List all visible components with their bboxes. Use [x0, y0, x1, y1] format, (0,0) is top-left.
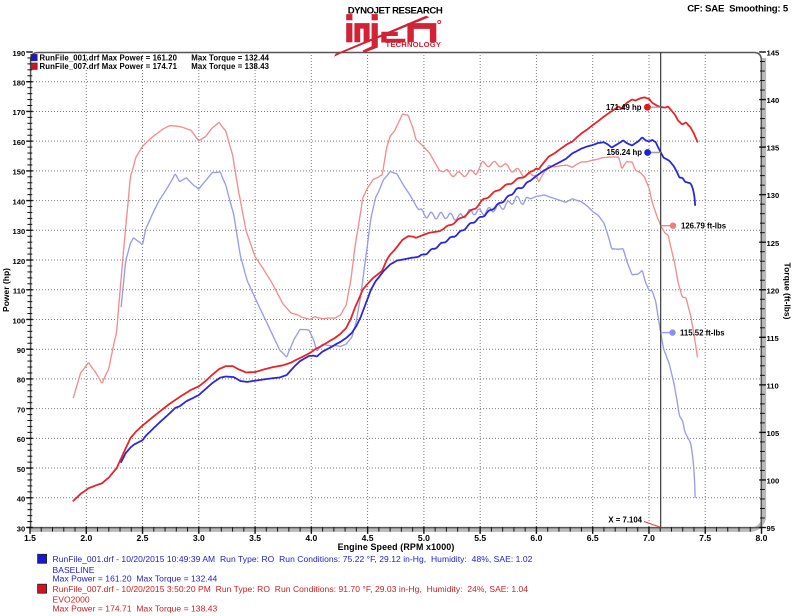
- svg-text:115: 115: [767, 334, 780, 343]
- svg-text:170: 170: [13, 108, 26, 117]
- svg-text:RunFile_001.drf - 10/20/2015 1: RunFile_001.drf - 10/20/2015 10:49:39 AM…: [53, 554, 533, 564]
- svg-text:Power (hp): Power (hp): [1, 268, 11, 312]
- svg-text:RunFile_007.drf Max Power = 17: RunFile_007.drf Max Power = 174.71: [40, 62, 178, 71]
- svg-text:110: 110: [767, 382, 779, 391]
- svg-text:BASELINE: BASELINE: [53, 565, 95, 575]
- svg-text:30: 30: [17, 524, 25, 533]
- svg-text:145: 145: [767, 49, 780, 58]
- svg-text:5.0: 5.0: [418, 533, 430, 543]
- svg-text:126.79 ft-lbs: 126.79 ft-lbs: [681, 221, 727, 230]
- svg-text:Max Torque = 138.43: Max Torque = 138.43: [191, 62, 269, 71]
- svg-text:140: 140: [13, 197, 26, 206]
- svg-text:RunFile_007.drf - 10/20/2015 3: RunFile_007.drf - 10/20/2015 3:50:20 PM …: [53, 584, 529, 594]
- svg-text:EVO2000: EVO2000: [53, 595, 90, 605]
- svg-text:150: 150: [13, 168, 26, 177]
- svg-text:3.5: 3.5: [249, 533, 261, 543]
- svg-text:5.5: 5.5: [474, 533, 486, 543]
- svg-text:50: 50: [17, 465, 25, 474]
- svg-text:125: 125: [767, 239, 780, 248]
- svg-text:4.0: 4.0: [305, 533, 317, 543]
- svg-text:115.52 ft-lbs: 115.52 ft-lbs: [680, 328, 725, 337]
- svg-text:95: 95: [767, 524, 776, 533]
- svg-text:CF: SAE Smoothing: 5: CF: SAE Smoothing: 5: [687, 4, 789, 15]
- svg-text:100: 100: [767, 477, 780, 486]
- svg-text:8.0: 8.0: [756, 533, 768, 543]
- svg-text:1.5: 1.5: [24, 533, 36, 543]
- svg-text:Max Power = 161.20 Max Torque: Max Power = 161.20 Max Torque = 132.44: [53, 574, 218, 584]
- svg-text:110: 110: [13, 287, 25, 296]
- svg-text:40: 40: [17, 495, 25, 504]
- svg-text:6.5: 6.5: [587, 533, 599, 543]
- svg-text:160: 160: [13, 138, 26, 147]
- svg-text:6.0: 6.0: [530, 533, 542, 543]
- svg-text:130: 130: [13, 227, 26, 236]
- svg-text:4.5: 4.5: [362, 533, 374, 543]
- svg-text:180: 180: [13, 79, 26, 88]
- svg-text:130: 130: [767, 191, 780, 200]
- svg-text:105: 105: [767, 429, 780, 438]
- svg-text:171.49 hp: 171.49 hp: [606, 103, 642, 112]
- svg-text:80: 80: [17, 376, 25, 385]
- svg-text:2.0: 2.0: [80, 533, 92, 543]
- svg-text:Torque (ft-lbs): Torque (ft-lbs): [783, 263, 793, 320]
- svg-text:190: 190: [13, 49, 26, 58]
- svg-text:3.0: 3.0: [193, 533, 205, 543]
- svg-text:DYNOJET RESEARCH: DYNOJET RESEARCH: [348, 6, 443, 17]
- svg-text:X = 7.104: X = 7.104: [608, 516, 642, 525]
- svg-text:70: 70: [17, 405, 25, 414]
- svg-text:135: 135: [767, 144, 780, 153]
- svg-text:Engine Speed (RPM x1000): Engine Speed (RPM x1000): [338, 542, 455, 552]
- svg-text:2.5: 2.5: [137, 533, 149, 543]
- svg-text:Max Torque = 132.44: Max Torque = 132.44: [191, 53, 269, 62]
- svg-text:100: 100: [13, 316, 26, 325]
- svg-text:156.24 hp: 156.24 hp: [606, 148, 642, 157]
- svg-text:90: 90: [17, 346, 25, 355]
- svg-text:TECHNOLOGY: TECHNOLOGY: [386, 40, 442, 49]
- svg-text:120: 120: [767, 286, 780, 295]
- svg-text:60: 60: [17, 435, 25, 444]
- svg-text:Max Power = 174.71 Max Torque: Max Power = 174.71 Max Torque = 138.43: [53, 603, 218, 613]
- svg-text:7.5: 7.5: [699, 533, 711, 543]
- svg-text:RunFile_001.drf Max Power = 16: RunFile_001.drf Max Power = 161.20: [40, 53, 178, 62]
- svg-text:140: 140: [767, 96, 780, 105]
- svg-text:7.0: 7.0: [643, 533, 655, 543]
- svg-text:120: 120: [13, 257, 26, 266]
